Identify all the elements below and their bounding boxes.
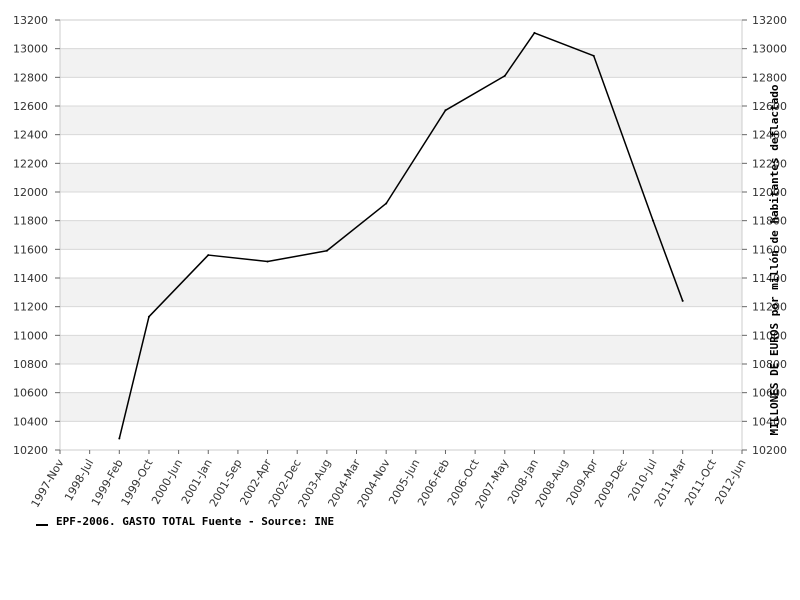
y-tick-label-right: 10200 — [752, 444, 787, 457]
data-point — [503, 74, 506, 77]
data-point — [118, 437, 121, 440]
y-tick-label: 11800 — [13, 215, 48, 228]
y-axis-title: MILLONES DE EUROS por millón de habitant… — [768, 84, 781, 435]
band — [60, 106, 742, 135]
band — [60, 335, 742, 364]
data-point — [652, 219, 655, 222]
y-tick-label: 13200 — [13, 14, 48, 27]
y-tick-label: 12000 — [13, 186, 48, 199]
band — [60, 48, 742, 78]
band — [60, 392, 742, 422]
y-tick-label-right: 13000 — [752, 43, 787, 56]
band — [60, 220, 742, 250]
y-tick-label-right: 11800 — [752, 215, 787, 228]
y-tick-label-right: 13200 — [752, 14, 787, 27]
y-tick-label: 11600 — [13, 243, 48, 256]
y-tick-label-right: 11200 — [752, 301, 787, 314]
data-point — [147, 315, 150, 318]
band — [60, 163, 742, 192]
band — [60, 278, 742, 307]
data-point — [266, 260, 269, 263]
y-tick-label: 12400 — [13, 129, 48, 142]
y-tick-label: 11200 — [13, 301, 48, 314]
y-tick-label-right: 12200 — [752, 157, 787, 170]
data-point — [325, 249, 328, 252]
y-tick-label: 12200 — [13, 157, 48, 170]
y-tick-label-right: 10400 — [752, 415, 787, 428]
x-axis: 1997-Nov1998-Jul1999-Feb1999-Oct2000-Jun… — [29, 450, 749, 511]
data-point — [207, 254, 210, 257]
legend-swatch — [36, 523, 48, 526]
y-tick-label: 10600 — [13, 387, 48, 400]
data-point — [385, 202, 388, 205]
y-tick-label: 12800 — [13, 71, 48, 84]
data-point — [533, 31, 536, 34]
y-tick-label-right: 11600 — [752, 243, 787, 256]
legend: EPF-2006. GASTO TOTAL Fuente - Source: I… — [36, 515, 334, 528]
y-axis-right: 10200 10400 10600 10800 11000 11200 11400 11600… — [742, 14, 787, 457]
y-axis-left: 10200 10400 10600 10800 11000 11200 11400 11600… — [13, 14, 60, 457]
data-point — [444, 109, 447, 112]
y-tick-label: 12600 — [13, 100, 48, 113]
data-point — [681, 299, 684, 302]
legend-label: EPF-2006. GASTO TOTAL Fuente - Source: I… — [56, 515, 335, 528]
y-tick-label: 10200 — [13, 444, 48, 457]
y-tick-label-right: 10600 — [752, 387, 787, 400]
y-tick-label: 10400 — [13, 415, 48, 428]
y-tick-label-right: 12800 — [752, 71, 787, 84]
x-tick-label: 1997-Nov — [29, 457, 67, 510]
y-tick-label-right: 12000 — [752, 186, 787, 199]
y-tick-label-right: 12600 — [752, 100, 787, 113]
y-tick-label: 11400 — [13, 272, 48, 285]
y-tick-label: 13000 — [13, 43, 48, 56]
y-tick-label-right: 10800 — [752, 358, 787, 371]
y-tick-label-right: 11400 — [752, 272, 787, 285]
data-point — [592, 54, 595, 57]
background-bands — [60, 48, 742, 422]
gridlines — [60, 19, 742, 451]
y-tick-label-right: 12400 — [752, 129, 787, 142]
plot-frame — [59, 19, 743, 451]
series-layer — [118, 31, 684, 440]
y-tick-label-right: 11000 — [752, 329, 787, 342]
y-tick-label: 11000 — [13, 329, 48, 342]
series-line — [118, 32, 684, 439]
y-tick-label: 10800 — [13, 358, 48, 371]
